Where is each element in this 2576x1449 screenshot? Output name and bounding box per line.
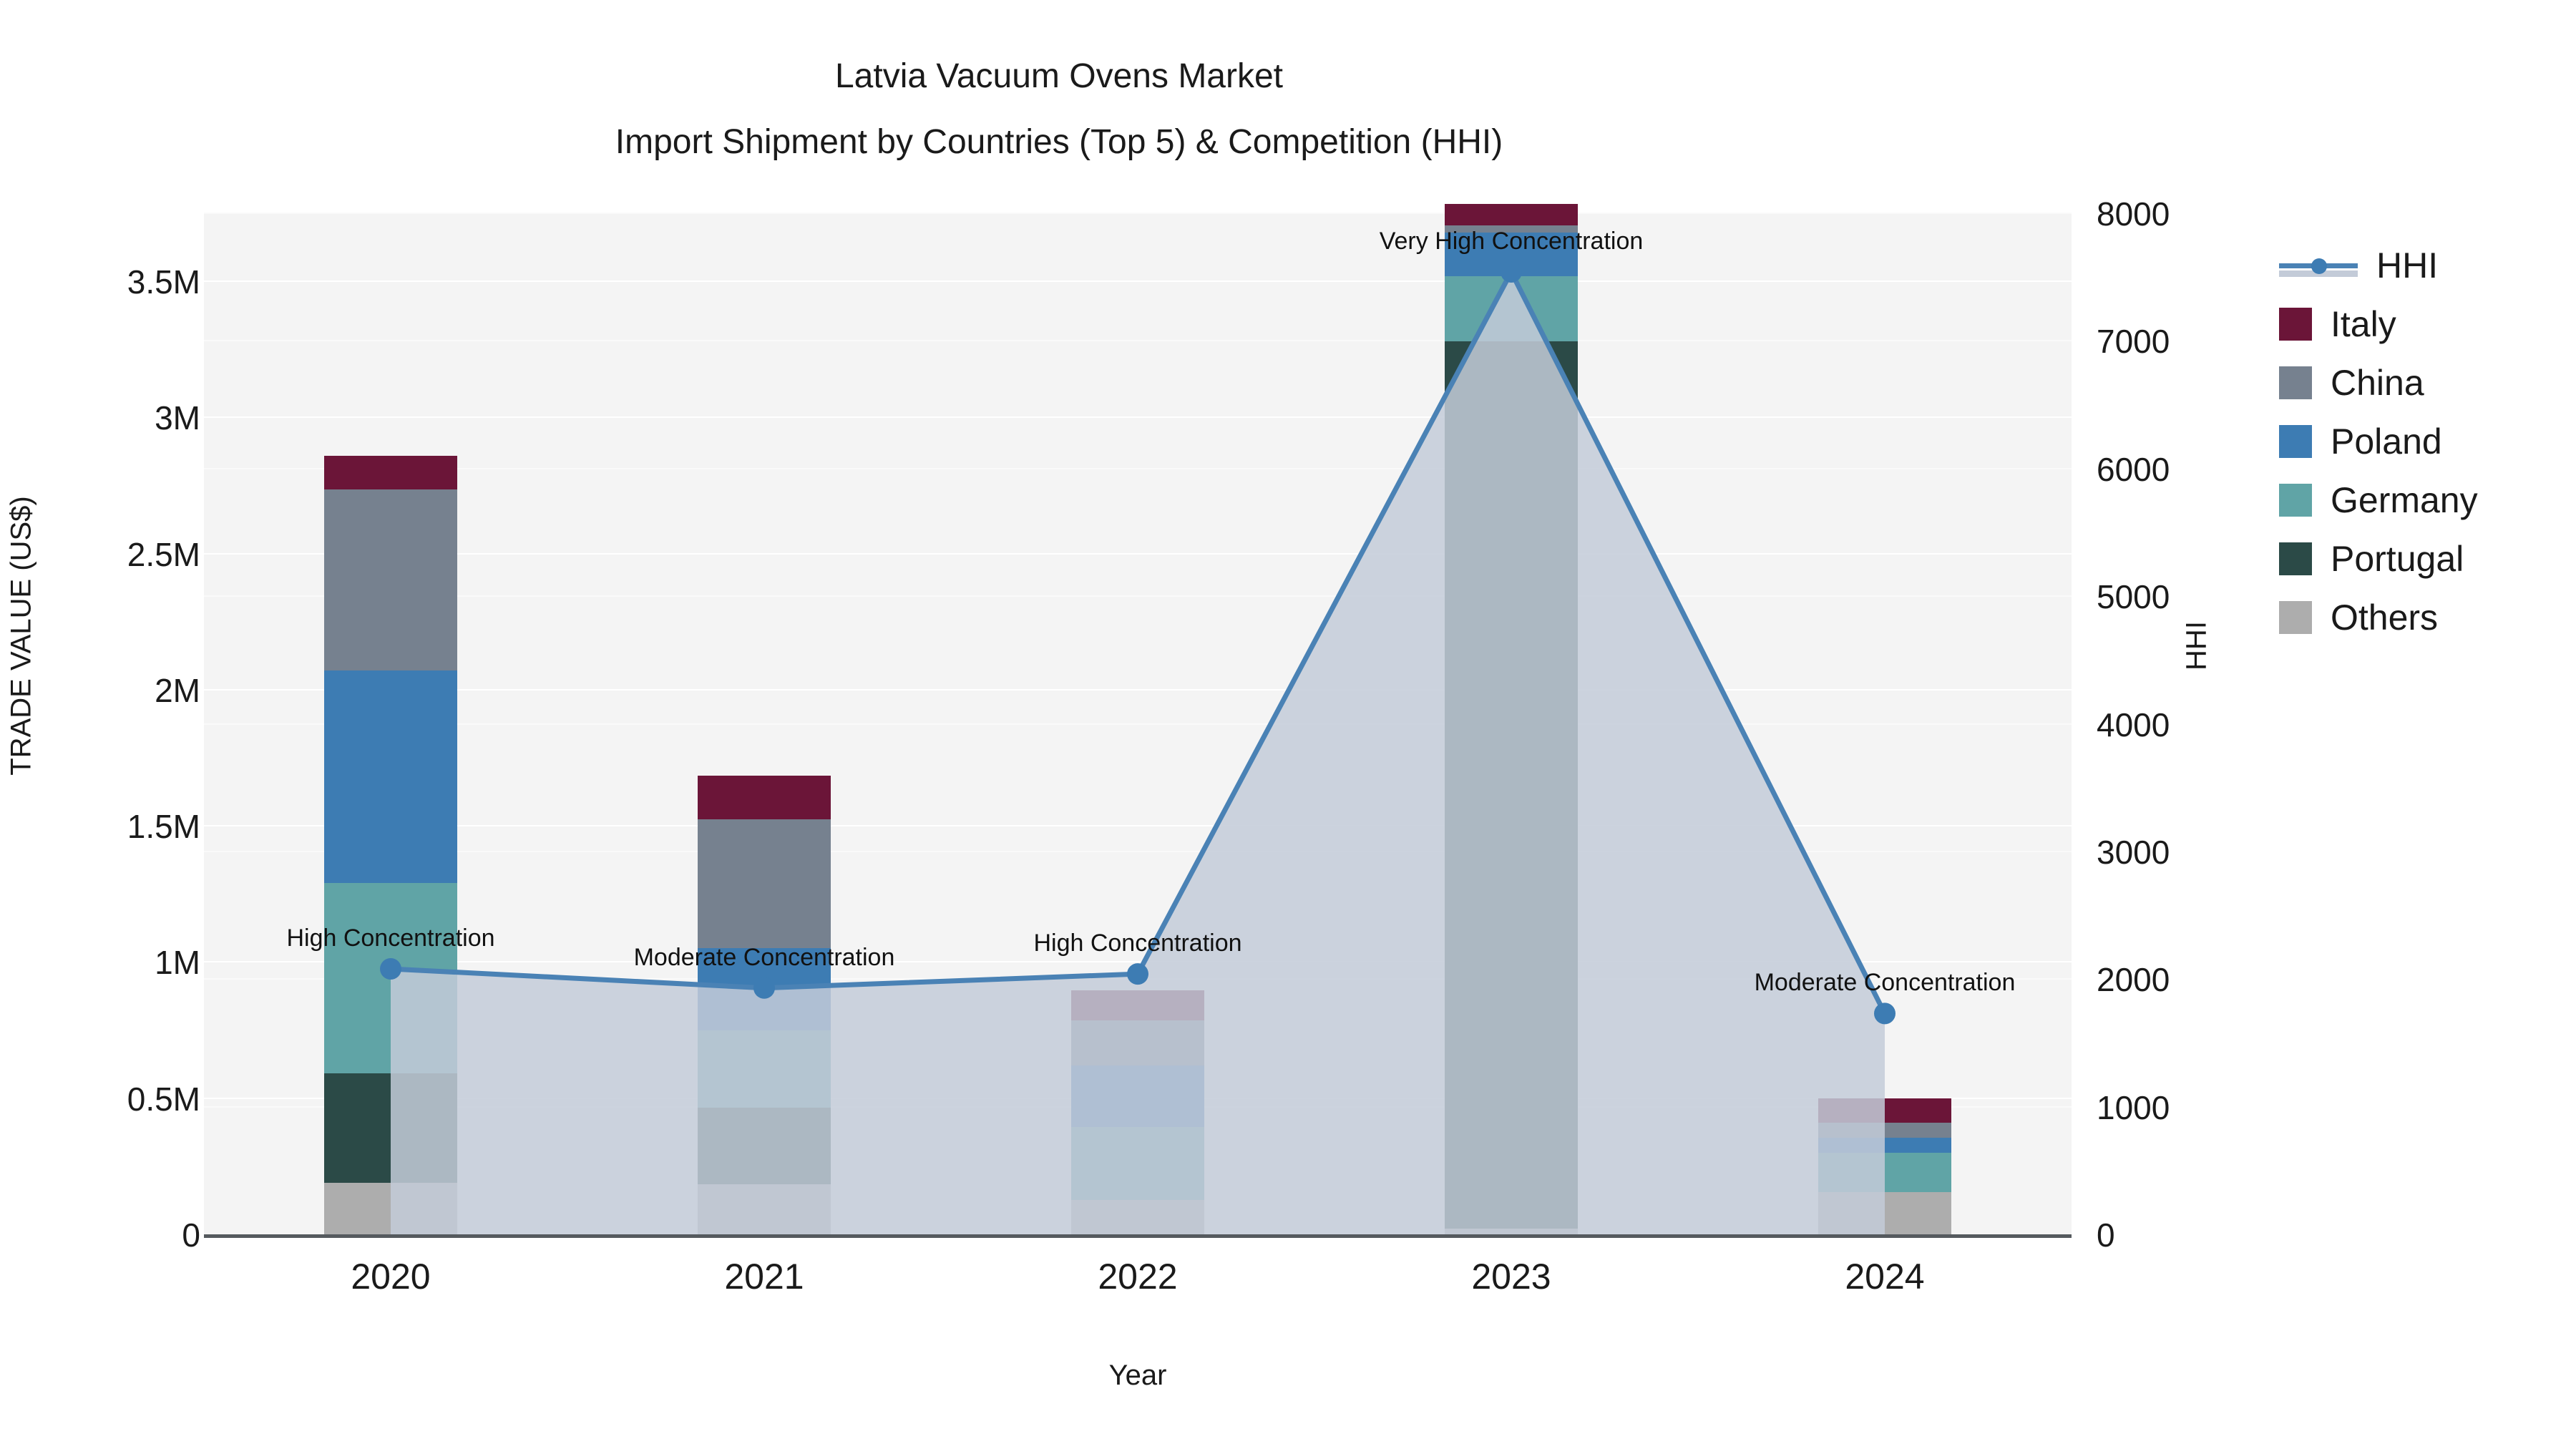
legend-label: Poland — [2331, 421, 2442, 462]
bar-segment-china[interactable] — [1445, 225, 1578, 233]
bar-segment-poland[interactable] — [1071, 1065, 1204, 1127]
legend-swatch-icon — [2279, 425, 2312, 458]
y-axis-right-tick-label: 8000 — [2097, 195, 2170, 233]
legend-label: Italy — [2331, 304, 2396, 344]
y-axis-right-tick-label: 6000 — [2097, 450, 2170, 488]
legend-item-hhi[interactable]: HHI — [2279, 236, 2565, 295]
bar-segment-others[interactable] — [1071, 1200, 1204, 1234]
y-axis-right-title: HHI — [2180, 621, 2212, 670]
bar-segment-china[interactable] — [1071, 1020, 1204, 1066]
bar-segment-germany[interactable] — [1071, 1126, 1204, 1201]
bar-segment-germany[interactable] — [324, 883, 457, 1074]
y-axis-left-tick-label: 3M — [155, 399, 200, 437]
legend-label: China — [2331, 363, 2424, 403]
y-axis-right-tick-label: 1000 — [2097, 1088, 2170, 1126]
bar-segment-italy[interactable] — [1071, 990, 1204, 1021]
y-axis-right-tick-label: 0 — [2097, 1216, 2115, 1254]
bar-segment-others[interactable] — [1445, 1229, 1578, 1234]
legend: HHI Italy China Poland Germany Portugal Others — [2279, 236, 2565, 647]
bar-segment-others[interactable] — [324, 1182, 457, 1234]
y-axis-right-tick-label: 2000 — [2097, 961, 2170, 999]
bar-segment-poland[interactable] — [324, 670, 457, 884]
legend-item-china[interactable]: China — [2279, 353, 2565, 412]
concentration-annotation: Very High Concentration — [1379, 228, 1644, 255]
bar-segment-italy[interactable] — [1445, 203, 1578, 226]
x-axis-line — [204, 1234, 2072, 1238]
bar-segment-china[interactable] — [698, 819, 831, 949]
bar-stack[interactable] — [698, 213, 831, 1234]
x-axis-tick-label: 2022 — [1098, 1257, 1178, 1297]
legend-swatch-icon — [2279, 601, 2312, 634]
bar-segment-germany[interactable] — [1445, 275, 1578, 341]
concentration-annotation: High Concentration — [1033, 930, 1242, 957]
y-axis-left-title-wrap: TRADE VALUE (US$) — [6, 0, 64, 1449]
y-axis-left-tick-label: 0 — [182, 1216, 200, 1254]
legend-swatch-icon — [2279, 542, 2312, 575]
x-axis-tick-label: 2020 — [351, 1257, 431, 1297]
legend-label: HHI — [2376, 245, 2439, 286]
y-axis-left-tick-label: 0.5M — [127, 1080, 200, 1118]
bar-segment-portugal[interactable] — [324, 1073, 457, 1183]
legend-swatch-icon — [2279, 366, 2312, 399]
legend-item-portugal[interactable]: Portugal — [2279, 530, 2565, 588]
y-axis-left-tick-label: 2.5M — [127, 535, 200, 573]
chart-subtitle: Import Shipment by Countries (Top 5) & C… — [615, 123, 1503, 161]
bar-stack[interactable] — [1071, 213, 1204, 1234]
bar-segment-germany[interactable] — [1818, 1152, 1951, 1192]
bar-segment-others[interactable] — [1818, 1192, 1951, 1234]
y-axis-left-tick-label: 1M — [155, 944, 200, 982]
y-axis-left-tick-label: 3.5M — [127, 263, 200, 301]
bar-stack[interactable] — [1445, 203, 1578, 1234]
legend-item-others[interactable]: Others — [2279, 588, 2565, 647]
y-axis-right-tick-label: 7000 — [2097, 323, 2170, 361]
bar-segment-others[interactable] — [698, 1184, 831, 1234]
chart-title: Latvia Vacuum Ovens Market — [834, 57, 1284, 95]
y-axis-left-title: TRADE VALUE (US$) — [5, 496, 37, 776]
bar-stack[interactable] — [324, 213, 457, 1234]
x-axis-title: Year — [1108, 1360, 1167, 1391]
legend-label: Germany — [2331, 480, 2478, 520]
bar-segment-portugal[interactable] — [1445, 341, 1578, 1229]
legend-label: Others — [2331, 597, 2439, 638]
x-axis-tick-label: 2024 — [1845, 1257, 1925, 1297]
bar-segment-china[interactable] — [324, 489, 457, 671]
bar-segment-china[interactable] — [1818, 1122, 1951, 1138]
concentration-annotation: Moderate Concentration — [1754, 969, 2016, 997]
legend-swatch-icon — [2279, 484, 2312, 517]
bar-segment-italy[interactable] — [1818, 1098, 1951, 1123]
x-axis-tick-label: 2023 — [1471, 1257, 1551, 1297]
legend-item-germany[interactable]: Germany — [2279, 471, 2565, 530]
bar-segment-italy[interactable] — [324, 455, 457, 490]
bar-segment-portugal[interactable] — [698, 1108, 831, 1184]
gridline-secondary — [204, 213, 2072, 214]
legend-label: Portugal — [2331, 539, 2464, 579]
y-axis-right-title-wrap: HHI — [2181, 0, 2240, 1449]
y-axis-right-tick-label: 3000 — [2097, 833, 2170, 871]
bar-segment-italy[interactable] — [698, 775, 831, 819]
bar-stack[interactable] — [1818, 213, 1951, 1234]
concentration-annotation: Moderate Concentration — [633, 943, 895, 971]
y-axis-right-tick-label: 4000 — [2097, 706, 2170, 743]
bar-segment-germany[interactable] — [698, 1030, 831, 1108]
y-axis-right-tick-label: 5000 — [2097, 578, 2170, 616]
legend-item-poland[interactable]: Poland — [2279, 412, 2565, 471]
legend-swatch-icon — [2279, 308, 2312, 341]
legend-item-italy[interactable]: Italy — [2279, 295, 2565, 353]
plot-area — [204, 203, 2072, 1234]
y-axis-left-tick-label: 2M — [155, 671, 200, 709]
y-axis-left-tick-label: 1.5M — [127, 808, 200, 846]
bar-segment-poland[interactable] — [1818, 1137, 1951, 1153]
x-axis-tick-label: 2021 — [724, 1257, 804, 1297]
legend-line-marker-icon — [2279, 249, 2358, 282]
concentration-annotation: High Concentration — [286, 924, 495, 952]
